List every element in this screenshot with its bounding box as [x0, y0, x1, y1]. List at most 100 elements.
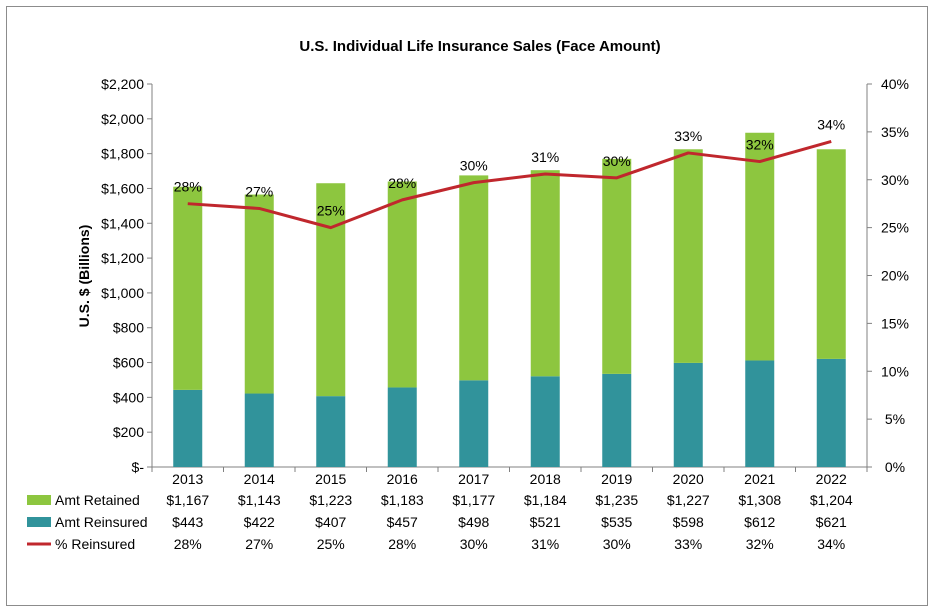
y-tick-label: $600 [113, 355, 144, 371]
bar-amt-retained [173, 186, 203, 390]
bar-amt-retained [387, 181, 417, 388]
table-cell-amt-reinsured: $598 [673, 514, 704, 530]
table-cell-amt-reinsured: $422 [244, 514, 275, 530]
x-tick-label: 2015 [315, 471, 346, 487]
y-tick-label: $400 [113, 389, 144, 405]
table-cell-pct-reinsured: 25% [317, 536, 345, 552]
y2-tick-label: 35% [881, 124, 909, 140]
y-tick-label: $1,600 [101, 180, 144, 196]
y-tick-label: $200 [113, 424, 144, 440]
bar-amt-reinsured [816, 358, 846, 467]
data-label-pct-reinsured: 31% [531, 149, 559, 165]
bar-amt-reinsured [602, 373, 632, 467]
table-row-label-amt-reinsured: Amt Reinsured [55, 514, 148, 530]
data-label-pct-reinsured: 34% [817, 116, 845, 132]
y2-tick-label: 20% [881, 268, 909, 284]
table-cell-amt-reinsured: $457 [387, 514, 418, 530]
table-cell-amt-retained: $1,235 [595, 492, 638, 508]
bar-amt-reinsured [387, 387, 417, 467]
bar-amt-retained [244, 194, 274, 394]
legend-key-amt-retained [27, 495, 51, 505]
x-tick-label: 2014 [244, 471, 275, 487]
legend-key-amt-reinsured [27, 517, 51, 527]
table-cell-amt-reinsured: $498 [458, 514, 489, 530]
table-cell-amt-reinsured: $621 [816, 514, 847, 530]
data-label-pct-reinsured: 25% [317, 203, 345, 219]
table-cell-amt-retained: $1,183 [381, 492, 424, 508]
bar-amt-retained [316, 183, 346, 397]
bar-amt-reinsured [173, 389, 203, 467]
table-cell-pct-reinsured: 31% [531, 536, 559, 552]
bar-amt-retained [745, 132, 775, 361]
y-tick-label: $1,800 [101, 146, 144, 162]
table-cell-pct-reinsured: 28% [388, 536, 416, 552]
y-axis-title: U.S. $ (Billions) [76, 225, 92, 328]
y-tick-label: $2,000 [101, 111, 144, 127]
y-tick-label: $- [132, 459, 145, 475]
bar-amt-retained [816, 149, 846, 359]
x-tick-label: 2018 [530, 471, 561, 487]
x-tick-label: 2021 [744, 471, 775, 487]
x-tick-label: 2020 [673, 471, 704, 487]
table-cell-amt-reinsured: $443 [172, 514, 203, 530]
y2-tick-label: 30% [881, 172, 909, 188]
table-cell-amt-retained: $1,143 [238, 492, 281, 508]
y-tick-label: $800 [113, 320, 144, 336]
table-cell-amt-reinsured: $612 [744, 514, 775, 530]
x-tick-label: 2017 [458, 471, 489, 487]
table-cell-pct-reinsured: 33% [674, 536, 702, 552]
line-pct-reinsured [187, 140, 832, 230]
table-cell-pct-reinsured: 32% [746, 536, 774, 552]
bar-amt-reinsured [316, 396, 346, 467]
table-cell-pct-reinsured: 28% [174, 536, 202, 552]
data-label-pct-reinsured: 28% [174, 179, 202, 195]
bar-amt-reinsured [459, 380, 489, 467]
table-cell-pct-reinsured: 30% [603, 536, 631, 552]
x-tick-label: 2019 [601, 471, 632, 487]
x-tick-label: 2022 [816, 471, 847, 487]
table-cell-amt-reinsured: $407 [315, 514, 346, 530]
y2-tick-label: 40% [881, 76, 909, 92]
table-cell-pct-reinsured: 34% [817, 536, 845, 552]
y2-tick-label: 15% [881, 315, 909, 331]
bar-amt-retained [530, 170, 560, 377]
data-label-pct-reinsured: 33% [674, 128, 702, 144]
bar-amt-reinsured [530, 376, 560, 467]
y-tick-label: $2,200 [101, 76, 144, 92]
data-label-pct-reinsured: 28% [388, 175, 416, 191]
table-cell-amt-retained: $1,184 [524, 492, 567, 508]
data-label-pct-reinsured: 27% [245, 183, 273, 199]
bar-amt-retained [459, 175, 489, 381]
table-row-label-amt-retained: Amt Retained [55, 492, 140, 508]
y-tick-label: $1,200 [101, 250, 144, 266]
table-row-label-pct-reinsured: % Reinsured [55, 536, 135, 552]
table-cell-amt-retained: $1,167 [166, 492, 209, 508]
table-cell-amt-retained: $1,308 [738, 492, 781, 508]
table-cell-amt-retained: $1,177 [452, 492, 495, 508]
table-cell-amt-retained: $1,204 [810, 492, 853, 508]
table-cell-amt-reinsured: $521 [530, 514, 561, 530]
y-tick-label: $1,400 [101, 215, 144, 231]
table-cell-amt-retained: $1,227 [667, 492, 710, 508]
y2-tick-label: 5% [885, 411, 905, 427]
data-label-pct-reinsured: 30% [460, 158, 488, 174]
y2-tick-label: 0% [885, 459, 905, 475]
bar-amt-retained [602, 158, 632, 374]
data-label-pct-reinsured: 32% [746, 137, 774, 153]
table-cell-pct-reinsured: 27% [245, 536, 273, 552]
data-label-pct-reinsured: 30% [603, 153, 631, 169]
y-tick-label: $1,000 [101, 285, 144, 301]
bar-amt-reinsured [745, 360, 775, 467]
y2-tick-label: 25% [881, 220, 909, 236]
bar-amt-retained [673, 149, 703, 363]
x-tick-label: 2013 [172, 471, 203, 487]
x-tick-label: 2016 [387, 471, 418, 487]
table-cell-amt-retained: $1,223 [309, 492, 352, 508]
bar-amt-reinsured [244, 393, 274, 467]
table-cell-pct-reinsured: 30% [460, 536, 488, 552]
y2-tick-label: 10% [881, 363, 909, 379]
chart-title: U.S. Individual Life Insurance Sales (Fa… [299, 38, 660, 55]
table-cell-amt-reinsured: $535 [601, 514, 632, 530]
bar-amt-reinsured [673, 362, 703, 467]
